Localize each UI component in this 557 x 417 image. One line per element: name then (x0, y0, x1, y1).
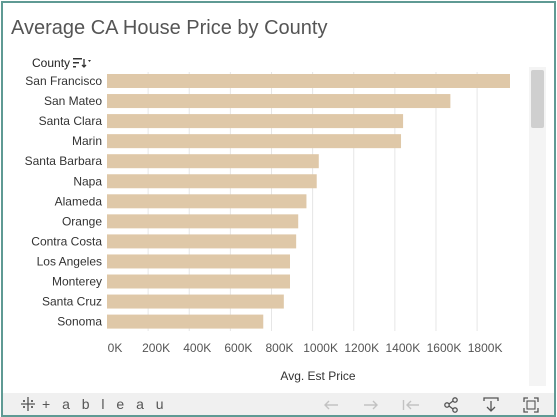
category-label: Marin (72, 134, 102, 148)
county-field-header[interactable]: County (32, 56, 92, 70)
x-tick-label: 1200K (344, 341, 379, 355)
scrollbar-thumb[interactable] (531, 70, 544, 128)
x-tick-label: 0K (108, 341, 123, 355)
x-tick-label: 1600K (427, 341, 462, 355)
chart-title: Average CA House Price by County (11, 17, 328, 39)
fullscreen-icon[interactable] (522, 396, 540, 414)
x-tick-labels: 0K 200K 400K 600K 800K 1000K 1200K 1400K 1600K 18… (108, 341, 503, 355)
category-label: Contra Costa (31, 234, 102, 248)
category-label: Santa Cruz (42, 295, 102, 309)
x-tick-label: 600K (224, 341, 252, 355)
redo-icon[interactable] (362, 396, 380, 414)
x-tick-label: 1400K (386, 341, 421, 355)
download-icon[interactable] (482, 396, 500, 414)
undo-icon[interactable] (322, 396, 340, 414)
bar[interactable] (107, 314, 264, 329)
bar[interactable] (107, 94, 451, 109)
x-tick-label: 1800K (468, 341, 503, 355)
vertical-scrollbar[interactable] (529, 67, 546, 386)
category-label: Orange (62, 214, 102, 228)
category-label: San Mateo (44, 94, 102, 108)
share-icon[interactable] (442, 396, 460, 414)
bar[interactable] (107, 254, 290, 269)
x-tick-label: 200K (142, 341, 170, 355)
revert-icon[interactable] (402, 396, 420, 414)
x-axis-label: Avg. Est Price (280, 369, 355, 383)
category-label: Napa (73, 174, 102, 188)
x-tick-label: 1000K (303, 341, 338, 355)
bar[interactable] (107, 134, 402, 149)
category-label: Los Angeles (37, 254, 102, 268)
bar[interactable] (107, 74, 510, 88)
bar[interactable] (107, 114, 404, 129)
category-label: Monterey (52, 275, 102, 289)
category-label: Santa Clara (39, 114, 103, 128)
bars (107, 74, 510, 329)
tableau-toolbar (3, 393, 554, 415)
bar[interactable] (107, 274, 290, 289)
category-label: Santa Barbara (25, 154, 103, 168)
tableau-plus-icon (21, 397, 35, 411)
county-field-label: County (32, 56, 71, 70)
tableau-logo-text: + a b l e a u (42, 396, 168, 412)
bar[interactable] (107, 294, 284, 309)
category-label: San Francisco (25, 74, 102, 88)
bar[interactable] (107, 174, 317, 189)
category-label: Sonoma (57, 315, 102, 329)
bar[interactable] (107, 214, 299, 229)
x-tick-label: 400K (183, 341, 211, 355)
x-tick-label: 800K (265, 341, 293, 355)
category-labels: San Francisco San Mateo Santa Clara Marin Sa… (25, 74, 103, 329)
category-label: Alameda (55, 194, 103, 208)
bar[interactable] (107, 234, 297, 249)
bar[interactable] (107, 194, 307, 209)
sort-descending-icon[interactable] (73, 57, 92, 69)
bar[interactable] (107, 154, 319, 169)
tableau-logo[interactable]: + a b l e a u (20, 396, 168, 412)
